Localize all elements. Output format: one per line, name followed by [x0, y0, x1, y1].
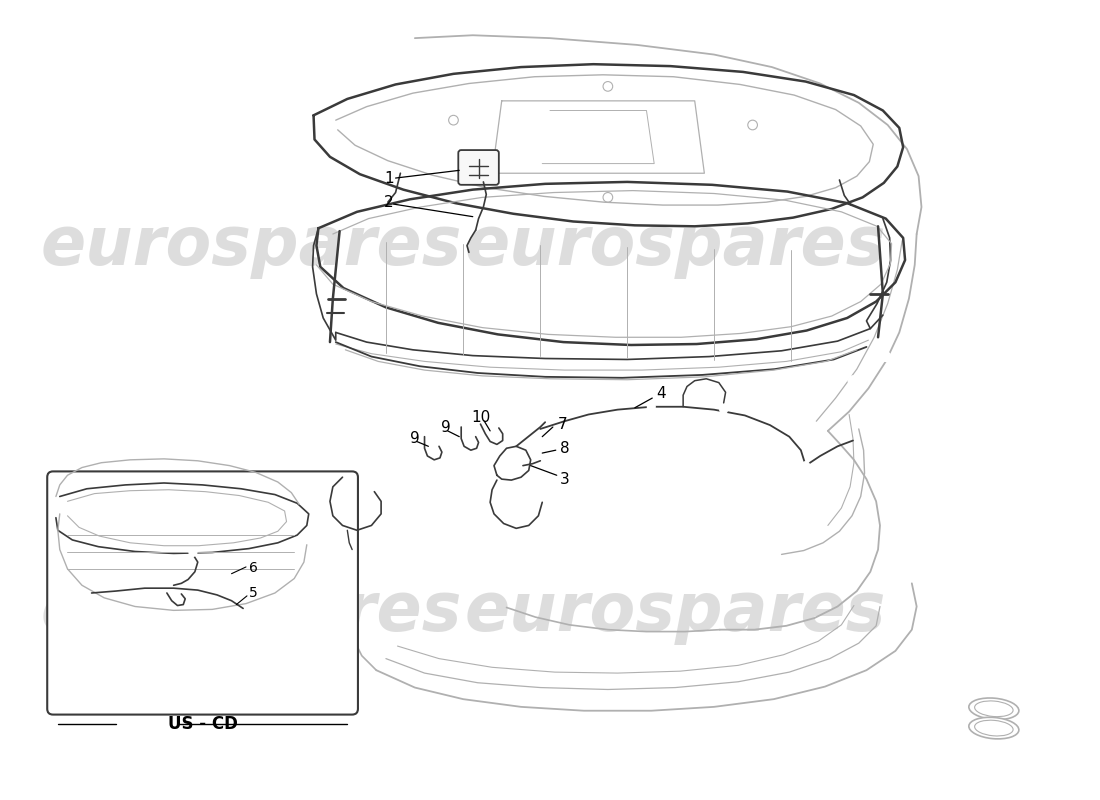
Text: US - CD: US - CD [167, 715, 238, 734]
Text: eurospares: eurospares [40, 213, 462, 278]
Text: 5: 5 [249, 586, 257, 600]
Text: 3: 3 [560, 472, 570, 486]
Text: 1: 1 [384, 170, 394, 186]
Text: 7: 7 [558, 417, 568, 432]
Ellipse shape [969, 698, 1019, 719]
Text: eurospares: eurospares [40, 579, 462, 646]
FancyBboxPatch shape [459, 150, 498, 185]
Circle shape [881, 352, 891, 362]
Text: eurospares: eurospares [464, 213, 887, 278]
Ellipse shape [969, 718, 1019, 739]
Text: 10: 10 [471, 410, 491, 425]
Text: 2: 2 [384, 194, 394, 210]
Text: eurospares: eurospares [464, 579, 887, 646]
Text: 8: 8 [560, 441, 569, 456]
Circle shape [802, 462, 810, 470]
FancyBboxPatch shape [47, 471, 358, 714]
Text: 9: 9 [410, 431, 420, 446]
Circle shape [189, 549, 197, 556]
Circle shape [648, 403, 656, 410]
Text: 4: 4 [656, 386, 666, 401]
Text: 9: 9 [441, 419, 451, 434]
Circle shape [848, 376, 858, 386]
Circle shape [719, 406, 727, 414]
Text: 6: 6 [249, 561, 257, 575]
